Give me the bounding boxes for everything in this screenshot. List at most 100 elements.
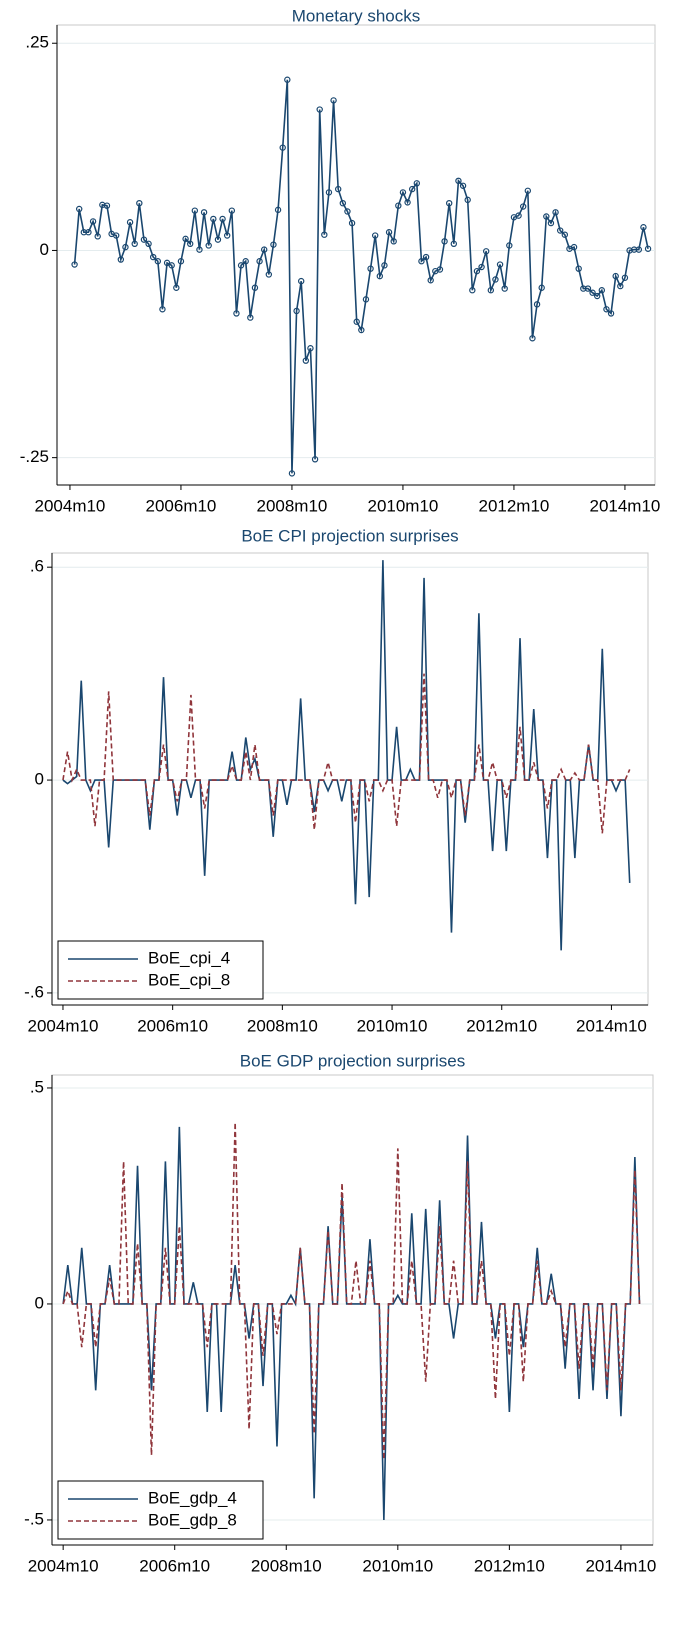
x-tick-label: 2014m10 [589, 496, 660, 515]
point-marker [173, 284, 180, 291]
y-tick-label: .6 [30, 557, 44, 576]
series-line [62, 560, 631, 951]
plot-area [51, 552, 649, 1006]
point-marker [122, 243, 129, 251]
point-marker [163, 259, 171, 267]
point-marker [205, 242, 212, 249]
point-marker [399, 189, 407, 196]
point-marker [247, 314, 254, 321]
x-tick-label: 2006m10 [137, 1016, 208, 1035]
point-marker [353, 318, 360, 325]
chart-title: BoE CPI projection surprises [241, 526, 458, 545]
point-marker [367, 265, 374, 272]
point-marker [274, 206, 282, 214]
x-tick-label: 2010m10 [367, 496, 438, 515]
point-marker [640, 224, 647, 231]
series-line [62, 1122, 641, 1460]
y-tick-label: 0 [40, 240, 49, 259]
point-marker [358, 326, 365, 334]
x-tick-label: 2008m10 [247, 1016, 318, 1035]
point-marker [603, 306, 610, 313]
point-marker [390, 238, 397, 245]
point-marker [94, 233, 101, 240]
x-tick-label: 2004m10 [28, 1556, 99, 1575]
point-marker [214, 236, 222, 243]
point-marker [182, 235, 189, 243]
legend-box [57, 1480, 264, 1540]
point-marker [103, 202, 111, 209]
point-marker [237, 262, 245, 269]
x-tick-label: 2012m10 [478, 496, 549, 515]
point-marker [515, 212, 522, 219]
point-marker [644, 245, 652, 252]
point-marker [191, 207, 199, 214]
point-marker [543, 213, 550, 220]
x-tick-label: 2008m10 [256, 496, 327, 515]
point-marker [149, 253, 157, 261]
point-marker [140, 236, 148, 243]
point-marker [293, 307, 300, 315]
legend-label: BoE_gdp_4 [148, 1488, 237, 1507]
y-tick-label: -.25 [20, 447, 49, 466]
point-marker [570, 243, 578, 251]
point-marker [117, 256, 125, 263]
y-tick-label: -.5 [24, 1509, 44, 1528]
point-marker [256, 258, 263, 265]
point-marker [307, 345, 314, 352]
point-marker [607, 310, 615, 317]
point-marker [371, 232, 379, 239]
point-marker [556, 227, 564, 234]
point-marker [228, 207, 236, 214]
point-marker [112, 232, 120, 239]
point-marker [635, 246, 643, 253]
point-marker [251, 284, 259, 291]
point-marker [223, 232, 231, 239]
point-marker [441, 238, 448, 245]
point-marker [418, 258, 425, 265]
plot-area [56, 24, 656, 486]
point-marker [552, 209, 559, 216]
point-marker [321, 231, 328, 238]
point-marker [469, 287, 476, 294]
point-marker [348, 219, 356, 227]
point-marker [413, 180, 421, 187]
point-marker [89, 218, 97, 225]
y-tick-label: -.6 [24, 982, 44, 1001]
y-tick-label: .25 [25, 33, 49, 52]
plot-area [51, 1074, 654, 1546]
x-tick-label: 2004m10 [28, 1016, 99, 1035]
point-marker [339, 199, 347, 207]
x-tick-label: 2012m10 [466, 1016, 537, 1035]
point-marker [492, 276, 499, 283]
point-marker [519, 203, 527, 210]
point-marker [464, 196, 471, 204]
legend-box [57, 940, 264, 1000]
point-marker [459, 182, 467, 189]
point-marker [210, 215, 217, 223]
point-marker [422, 253, 430, 261]
point-marker [260, 246, 268, 253]
point-marker [408, 185, 416, 193]
y-tick-label: 0 [35, 770, 44, 789]
point-marker [376, 272, 384, 280]
series-line [73, 79, 649, 474]
chart-title: Monetary shocks [292, 6, 421, 25]
point-marker [427, 277, 434, 284]
point-marker [168, 262, 175, 269]
point-marker [506, 242, 513, 249]
point-marker [621, 274, 629, 281]
point-marker [200, 209, 208, 216]
point-marker [589, 289, 596, 296]
point-marker [186, 240, 194, 248]
point-marker [593, 292, 601, 300]
point-marker [561, 231, 569, 238]
chart-title: BoE GDP projection surprises [240, 1051, 466, 1070]
point-marker [487, 287, 495, 294]
point-marker [547, 219, 555, 227]
x-tick-label: 2010m10 [357, 1016, 428, 1035]
point-marker [344, 208, 351, 215]
point-marker [316, 106, 323, 113]
point-marker [279, 144, 286, 151]
point-marker [482, 248, 490, 255]
